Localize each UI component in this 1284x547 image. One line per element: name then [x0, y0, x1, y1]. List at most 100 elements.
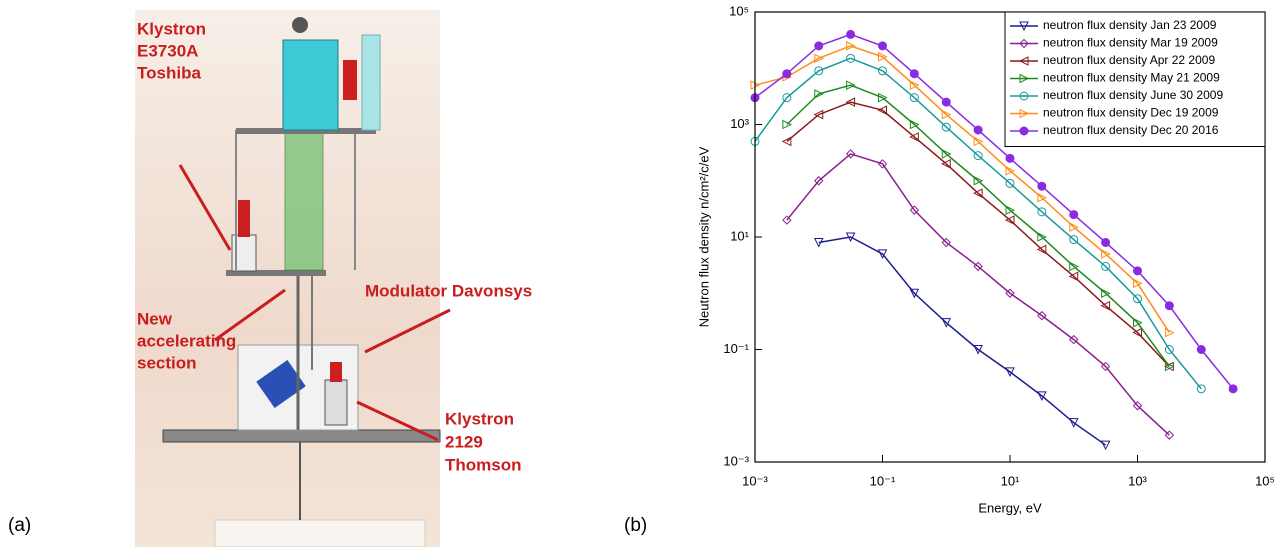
marker — [1133, 266, 1142, 276]
diagram: Klystron E3730A Toshiba New accelerating… — [135, 10, 532, 547]
marker — [1069, 235, 1079, 245]
marker — [941, 122, 951, 132]
marker — [845, 149, 856, 159]
marker — [1037, 207, 1047, 217]
marker — [1101, 261, 1111, 271]
marker — [1100, 440, 1111, 451]
marker — [941, 149, 952, 159]
marker — [1069, 334, 1079, 345]
marker — [781, 136, 792, 147]
legend-label: neutron flux density Apr 22 2009 — [1043, 53, 1215, 67]
legend-marker — [1019, 108, 1030, 119]
x-tick-label: 10³ — [1128, 473, 1147, 488]
y-tick-label: 10³ — [730, 116, 749, 131]
series-line — [786, 84, 1170, 367]
marker — [1005, 205, 1016, 215]
series-line — [786, 101, 1170, 367]
marker — [1196, 384, 1206, 394]
red-part — [343, 60, 357, 100]
floor-platform — [162, 429, 441, 443]
marker — [1068, 271, 1079, 282]
legend-label: neutron flux density Dec 20 2016 — [1043, 123, 1219, 137]
marker — [941, 318, 952, 328]
marker — [1100, 361, 1111, 372]
marker — [1133, 278, 1143, 289]
x-tick-label: 10⁵ — [1255, 473, 1275, 488]
marker — [1037, 391, 1047, 401]
marker — [1133, 317, 1143, 328]
marker — [1196, 345, 1206, 354]
marker — [877, 249, 888, 260]
marker — [1100, 300, 1111, 311]
series-line — [754, 57, 1202, 390]
marker — [973, 136, 984, 147]
marker — [1132, 327, 1142, 338]
marker — [973, 175, 984, 186]
marker — [1133, 294, 1142, 304]
legend-marker — [1019, 38, 1029, 49]
marker — [1069, 210, 1079, 220]
marker — [814, 66, 824, 76]
label-line: accelerating — [137, 331, 236, 350]
marker — [846, 41, 856, 51]
legend-marker — [1019, 126, 1029, 136]
panel-label: (b) — [624, 515, 647, 536]
marker — [1101, 237, 1111, 247]
legend-label: neutron flux density Dec 19 2009 — [1043, 106, 1219, 120]
label-line: Thomson — [445, 455, 522, 474]
marker — [782, 69, 792, 79]
side-tank — [361, 34, 381, 131]
series-line — [754, 33, 1234, 390]
marker — [909, 288, 920, 299]
modulator-part — [256, 359, 306, 409]
y-axis-label: Neutron flux density n/cm²/c/eV — [696, 146, 711, 327]
y-tick-label: 10⁻³ — [723, 453, 749, 468]
marker — [814, 53, 824, 64]
label-line: E3730A — [137, 41, 198, 60]
marker — [1164, 430, 1175, 440]
marker — [1005, 178, 1015, 188]
marker — [1037, 232, 1047, 242]
marker — [877, 105, 887, 115]
cyan-box — [282, 39, 339, 131]
marker — [941, 237, 951, 248]
label-line: Modulator Davonsys — [365, 281, 532, 300]
top-platform — [236, 128, 376, 134]
marker — [878, 92, 888, 103]
legend-box — [1004, 11, 1266, 147]
legend-label: neutron flux density May 21 2009 — [1043, 71, 1220, 85]
label-line: Klystron — [137, 19, 206, 38]
marker — [1037, 181, 1047, 191]
y-tick-label: 10⁻¹ — [723, 341, 749, 356]
chart: 10⁻³ 10⁻¹ 10¹ 10³ 10⁵ 10⁻³ 10⁻¹ 10¹ 10³ 10⁵ neutro… — [696, 3, 1274, 515]
y-tick-label: 10⁵ — [729, 3, 749, 18]
marker — [878, 41, 887, 51]
legend-label: neutron flux density June 30 2009 — [1043, 88, 1223, 102]
marker — [909, 132, 919, 142]
marker — [814, 89, 824, 99]
marker — [1005, 166, 1016, 176]
top-knob — [292, 17, 308, 33]
marker — [813, 109, 824, 120]
klystron-2129-top — [330, 362, 342, 382]
arrow — [364, 308, 451, 354]
marker — [878, 51, 888, 62]
marker — [941, 109, 952, 120]
marker — [1132, 401, 1143, 411]
marker — [1069, 222, 1079, 232]
base-block — [214, 519, 426, 547]
marker — [941, 159, 951, 169]
marker — [813, 237, 824, 248]
label-line: section — [137, 353, 197, 372]
marker — [1069, 261, 1079, 272]
arrow — [356, 400, 439, 442]
marker — [1164, 301, 1174, 311]
marker — [1036, 244, 1047, 255]
marker — [973, 345, 983, 355]
marker — [909, 119, 920, 130]
marker — [1005, 288, 1015, 298]
marker — [782, 119, 792, 130]
y-tick-label: 10¹ — [730, 228, 749, 243]
